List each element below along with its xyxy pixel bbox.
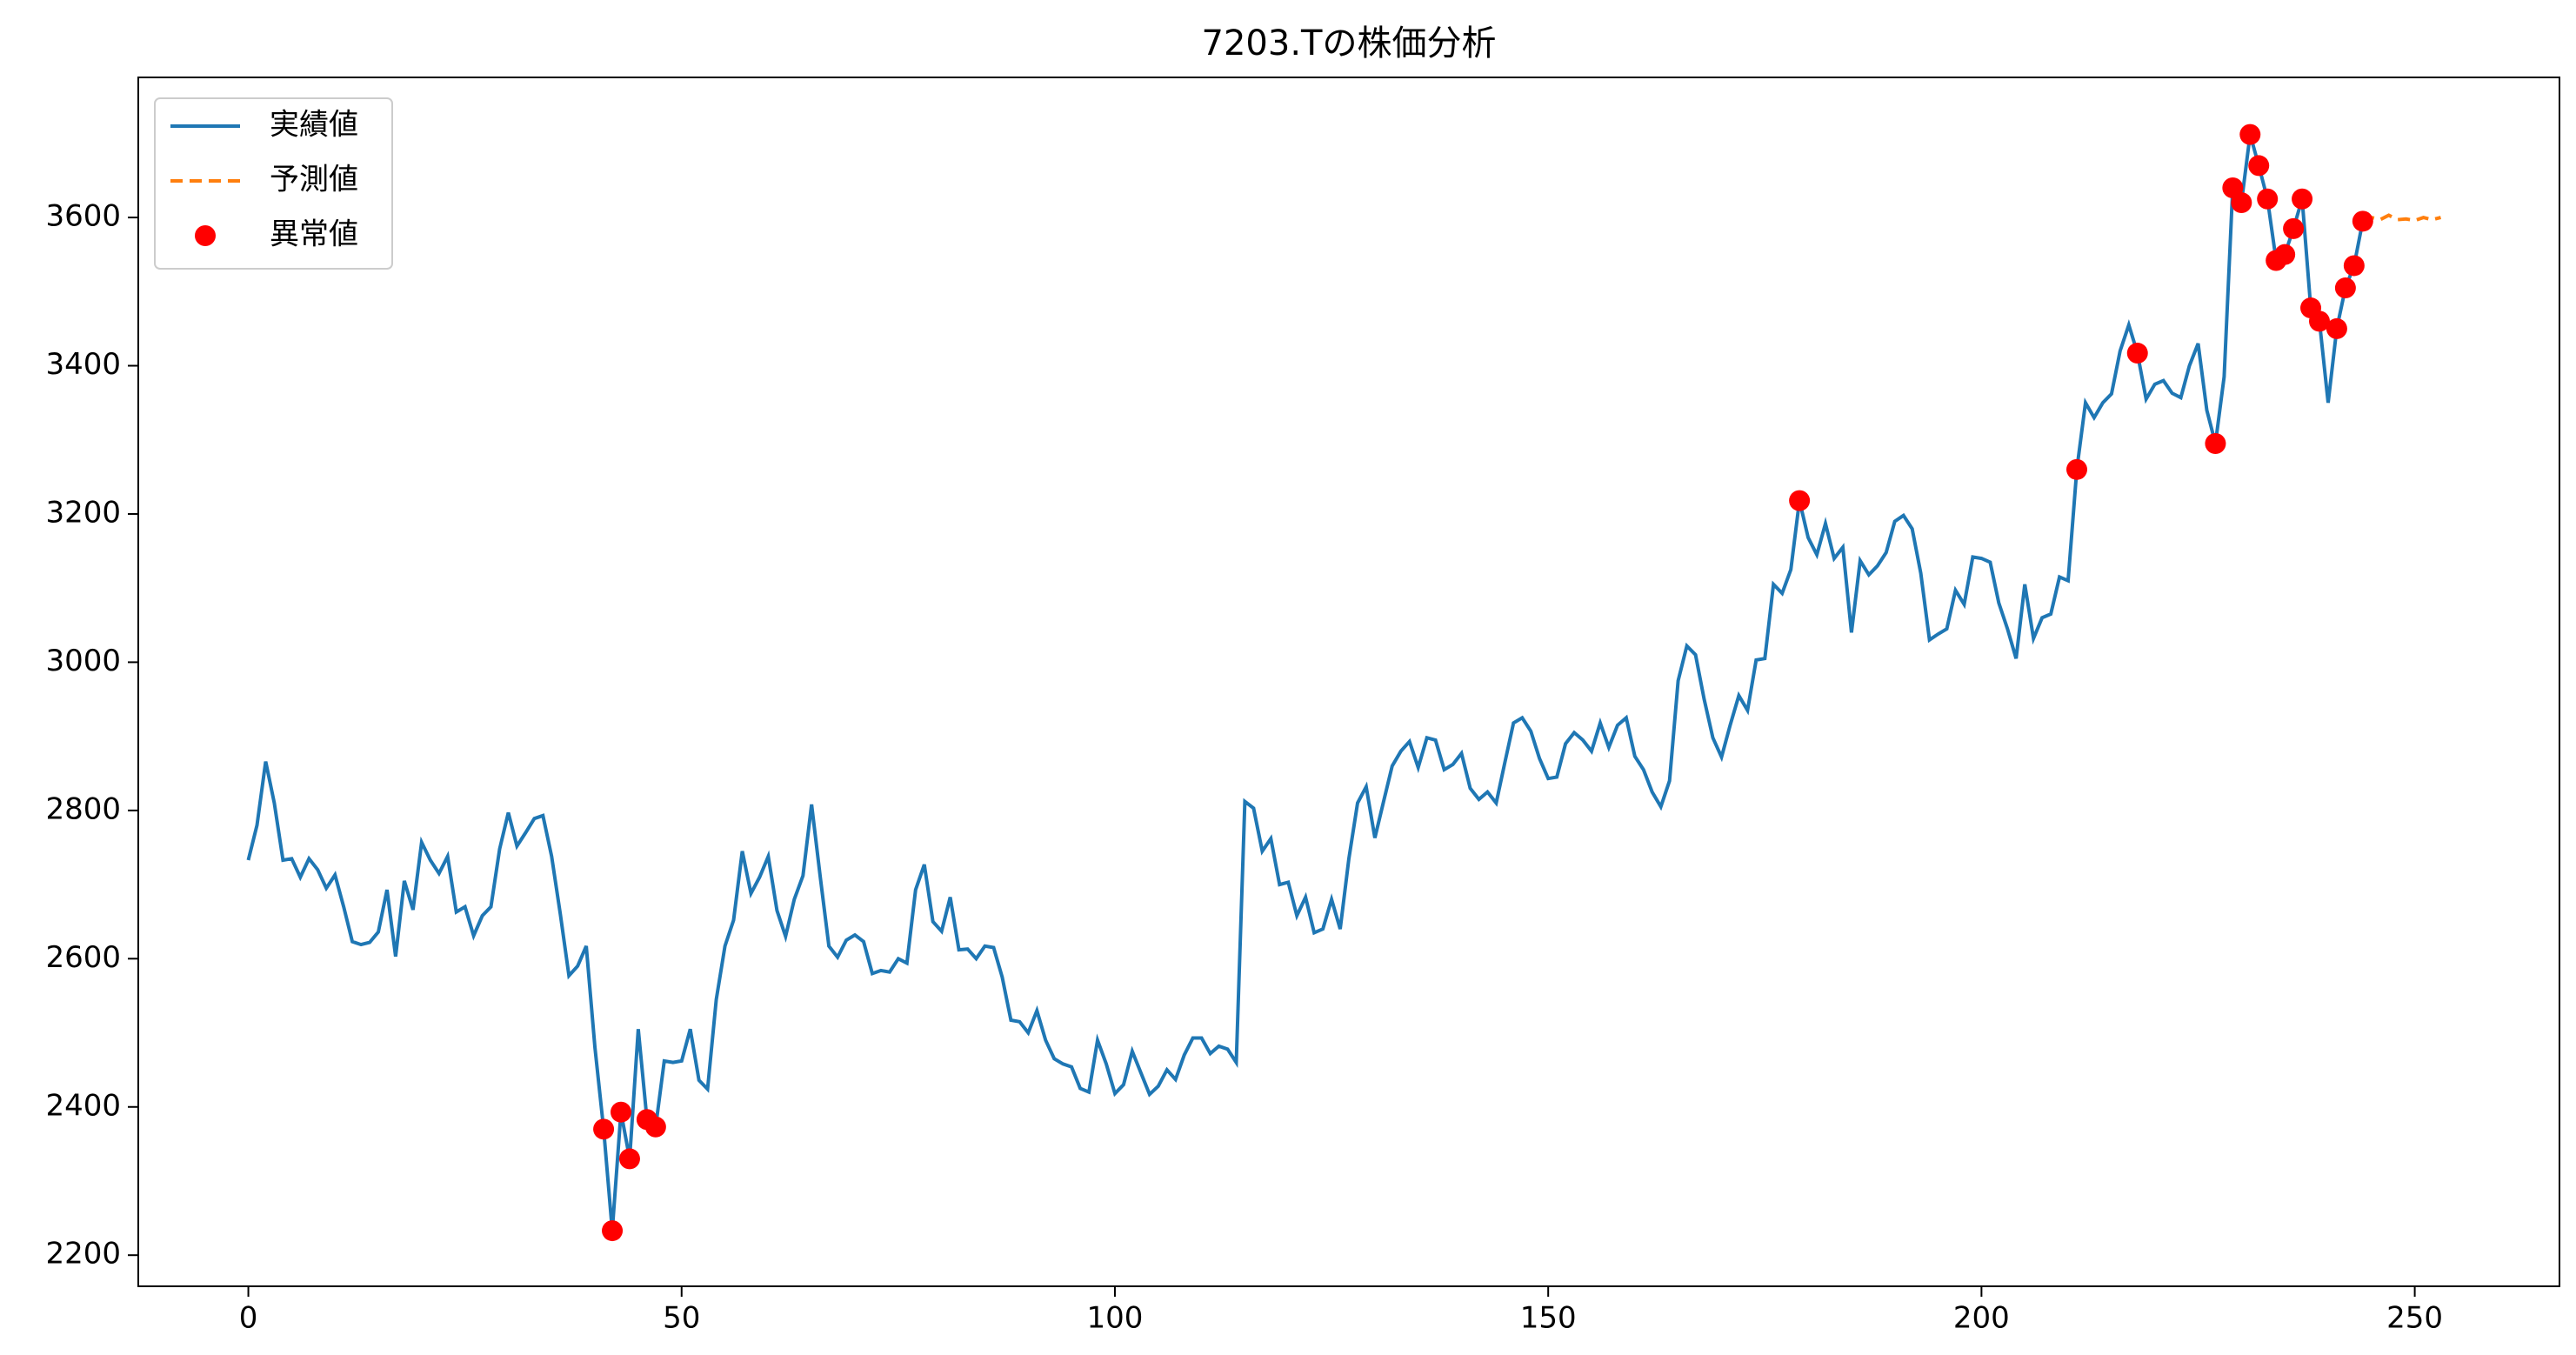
x-tick-label: 50 <box>663 1301 700 1336</box>
legend-label: 実績値 <box>270 108 358 143</box>
plot-area <box>137 77 2560 1287</box>
y-tick-label: 2600 <box>45 940 121 975</box>
anomaly-point <box>611 1101 632 1123</box>
x-tick-label: 0 <box>239 1301 258 1336</box>
x-tick-label: 200 <box>1953 1301 2010 1336</box>
anomaly-point <box>593 1118 615 1140</box>
y-tick-label: 3200 <box>45 495 121 530</box>
y-tick-label: 2400 <box>45 1088 121 1123</box>
y-tick-label: 2800 <box>45 791 121 826</box>
anomaly-point <box>2065 458 2087 480</box>
y-tick-label: 2200 <box>45 1237 121 1272</box>
x-tick-label: 100 <box>1087 1301 1144 1336</box>
legend-marker <box>195 225 216 246</box>
anomaly-point <box>2326 317 2347 339</box>
y-tick-label: 3600 <box>45 199 121 234</box>
anomaly-point <box>2257 188 2279 210</box>
anomaly-point <box>2283 217 2305 239</box>
anomaly-point <box>618 1148 640 1170</box>
anomaly-point <box>2343 255 2365 277</box>
anomaly-point <box>602 1220 624 1242</box>
anomaly-point <box>2274 244 2296 265</box>
legend-label: 予測値 <box>270 163 358 197</box>
x-tick-label: 250 <box>2386 1301 2443 1336</box>
anomaly-point <box>2308 310 2330 332</box>
y-tick-label: 3400 <box>45 347 121 382</box>
anomaly-point <box>2239 123 2261 145</box>
legend-label: 異常値 <box>270 217 358 252</box>
anomaly-point <box>2334 277 2356 299</box>
anomaly-point <box>2352 210 2373 232</box>
forecast-line <box>2362 213 2441 224</box>
chart-title: 7203.Tの株価分析 <box>1202 23 1497 63</box>
legend-box <box>154 97 393 270</box>
y-tick-label: 3000 <box>45 644 121 678</box>
line <box>246 134 2365 1232</box>
anomaly-point <box>1789 490 1811 511</box>
anomaly-point <box>2126 343 2148 364</box>
anomaly-point <box>2205 433 2226 455</box>
x-tick-label: 150 <box>1520 1301 1577 1336</box>
anomaly-point <box>2248 155 2270 177</box>
anomaly-point <box>2292 188 2313 210</box>
anomaly-point <box>644 1116 666 1138</box>
anomaly-point <box>2231 192 2252 214</box>
